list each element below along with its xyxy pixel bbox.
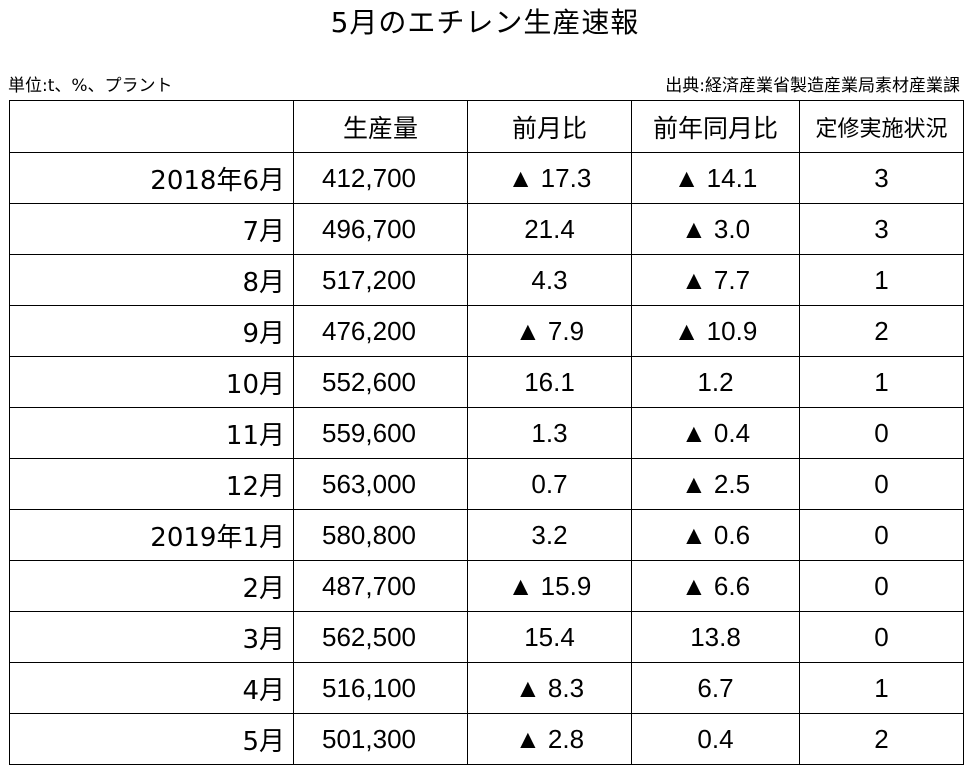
cell-maintenance: 2 [799, 305, 964, 357]
table-row: 3月 562,500 15.4 13.8 0 [9, 611, 964, 663]
cell-month: 8月 [9, 254, 294, 306]
cell-month: 3月 [9, 611, 294, 663]
cell-yoy: 1.2 [631, 356, 800, 408]
table-row: 2018年6月 412,700 ▲ 17.3 ▲ 14.1 3 [9, 152, 964, 204]
cell-mom: 3.2 [467, 509, 632, 561]
header-yoy: 前年同月比 [631, 100, 800, 153]
cell-maintenance: 1 [799, 254, 964, 306]
table-row: 5月 501,300 ▲ 2.8 0.4 2 [9, 713, 964, 765]
header-mom: 前月比 [467, 100, 632, 153]
cell-yoy: ▲ 10.9 [631, 305, 800, 357]
cell-yoy: ▲ 14.1 [631, 152, 800, 204]
ethylene-production-table: 生産量 前月比 前年同月比 定修実施状況 2018年6月 412,700 ▲ 17.… [9, 100, 964, 765]
cell-maintenance: 2 [799, 713, 964, 765]
cell-maintenance: 1 [799, 662, 964, 714]
cell-mom: 0.7 [467, 458, 632, 510]
cell-maintenance: 1 [799, 356, 964, 408]
header-production: 生産量 [293, 100, 468, 153]
unit-note: 単位:t、%、プラント [8, 76, 173, 96]
table-row: 10月 552,600 16.1 1.2 1 [9, 356, 964, 408]
page-title: 5月のエチレン生産速報 [330, 6, 640, 39]
cell-mom: ▲ 17.3 [467, 152, 632, 204]
cell-month: 4月 [9, 662, 294, 714]
cell-production: 496,700 [293, 203, 468, 255]
cell-production: 412,700 [293, 152, 468, 204]
cell-maintenance: 0 [799, 611, 964, 663]
cell-production: 580,800 [293, 509, 468, 561]
table-row: 2月 487,700 ▲ 15.9 ▲ 6.6 0 [9, 560, 964, 612]
cell-month: 9月 [9, 305, 294, 357]
cell-yoy: ▲ 0.6 [631, 509, 800, 561]
cell-yoy: ▲ 3.0 [631, 203, 800, 255]
table-row: 4月 516,100 ▲ 8.3 6.7 1 [9, 662, 964, 714]
cell-month: 7月 [9, 203, 294, 255]
cell-mom: 4.3 [467, 254, 632, 306]
cell-production: 501,300 [293, 713, 468, 765]
cell-yoy: 6.7 [631, 662, 800, 714]
cell-mom: ▲ 15.9 [467, 560, 632, 612]
cell-mom: 1.3 [467, 407, 632, 459]
cell-production: 476,200 [293, 305, 468, 357]
table-row: 12月 563,000 0.7 ▲ 2.5 0 [9, 458, 964, 510]
cell-yoy: 0.4 [631, 713, 800, 765]
table-row: 8月 517,200 4.3 ▲ 7.7 1 [9, 254, 964, 306]
cell-yoy: ▲ 6.6 [631, 560, 800, 612]
table-row: 9月 476,200 ▲ 7.9 ▲ 10.9 2 [9, 305, 964, 357]
cell-maintenance: 0 [799, 509, 964, 561]
cell-yoy: ▲ 7.7 [631, 254, 800, 306]
cell-production: 562,500 [293, 611, 468, 663]
table-body: 2018年6月 412,700 ▲ 17.3 ▲ 14.1 3 7月 496,700 21.4… [9, 152, 964, 765]
cell-month: 2月 [9, 560, 294, 612]
cell-production: 563,000 [293, 458, 468, 510]
cell-month: 2019年1月 [9, 509, 294, 561]
table-row: 7月 496,700 21.4 ▲ 3.0 3 [9, 203, 964, 255]
cell-maintenance: 0 [799, 560, 964, 612]
cell-mom: ▲ 2.8 [467, 713, 632, 765]
cell-month: 5月 [9, 713, 294, 765]
cell-production: 516,100 [293, 662, 468, 714]
cell-month: 10月 [9, 356, 294, 408]
cell-month: 2018年6月 [9, 152, 294, 204]
cell-production: 487,700 [293, 560, 468, 612]
cell-maintenance: 0 [799, 458, 964, 510]
cell-yoy: 13.8 [631, 611, 800, 663]
cell-month: 11月 [9, 407, 294, 459]
cell-yoy: ▲ 2.5 [631, 458, 800, 510]
cell-maintenance: 3 [799, 152, 964, 204]
cell-maintenance: 0 [799, 407, 964, 459]
cell-production: 517,200 [293, 254, 468, 306]
header-month [9, 100, 294, 153]
cell-yoy: ▲ 0.4 [631, 407, 800, 459]
table-row: 2019年1月 580,800 3.2 ▲ 0.6 0 [9, 509, 964, 561]
cell-month: 12月 [9, 458, 294, 510]
cell-production: 559,600 [293, 407, 468, 459]
cell-maintenance: 3 [799, 203, 964, 255]
cell-mom: 16.1 [467, 356, 632, 408]
cell-mom: ▲ 7.9 [467, 305, 632, 357]
header-row: 生産量 前月比 前年同月比 定修実施状況 [9, 100, 964, 153]
cell-mom: 21.4 [467, 203, 632, 255]
cell-mom: ▲ 8.3 [467, 662, 632, 714]
cell-mom: 15.4 [467, 611, 632, 663]
table-row: 11月 559,600 1.3 ▲ 0.4 0 [9, 407, 964, 459]
source-note: 出典:経済産業省製造産業局素材産業課 [665, 76, 960, 96]
header-maintenance: 定修実施状況 [799, 100, 964, 153]
cell-production: 552,600 [293, 356, 468, 408]
